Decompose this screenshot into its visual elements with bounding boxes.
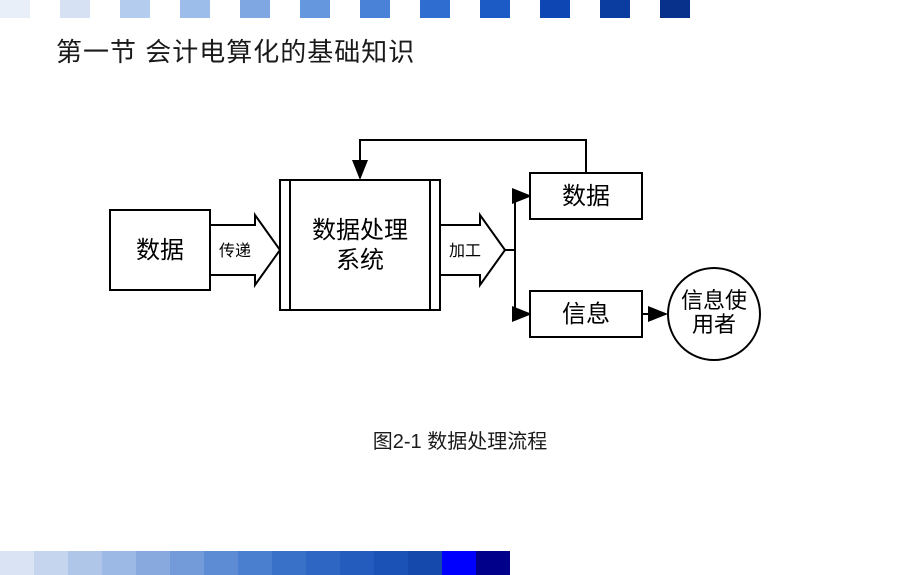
arrow-process: 加工: [440, 215, 505, 285]
node-info: 信息: [530, 291, 642, 337]
node-data-in-label: 数据: [136, 237, 184, 264]
figure-caption: 图2-1 数据处理流程: [0, 425, 920, 454]
node-data-in: 数据: [110, 210, 210, 290]
node-system-label2: 系统: [336, 247, 384, 274]
node-user: 信息使 用者: [668, 268, 760, 360]
page-title: 第一节 会计电算化的基础知识: [56, 32, 415, 69]
node-data-out: 数据: [530, 173, 642, 219]
arrow-process-label: 加工: [449, 242, 481, 260]
flowchart-diagram: 数据 传递 数据处理 系统 加工 数据: [100, 125, 820, 395]
node-system-label1: 数据处理: [312, 217, 408, 244]
node-data-out-label: 数据: [562, 183, 610, 210]
node-info-label: 信息: [562, 301, 610, 328]
branch-lines: [505, 196, 530, 314]
node-user-label1: 信息使: [681, 288, 747, 313]
node-user-label2: 用者: [692, 312, 736, 337]
arrow-transfer-label: 传递: [219, 242, 251, 260]
bottom-decorative-border: [0, 551, 920, 575]
arrow-transfer: 传递: [210, 215, 280, 285]
top-decorative-border: [0, 0, 920, 18]
node-system: 数据处理 系统: [280, 180, 440, 310]
